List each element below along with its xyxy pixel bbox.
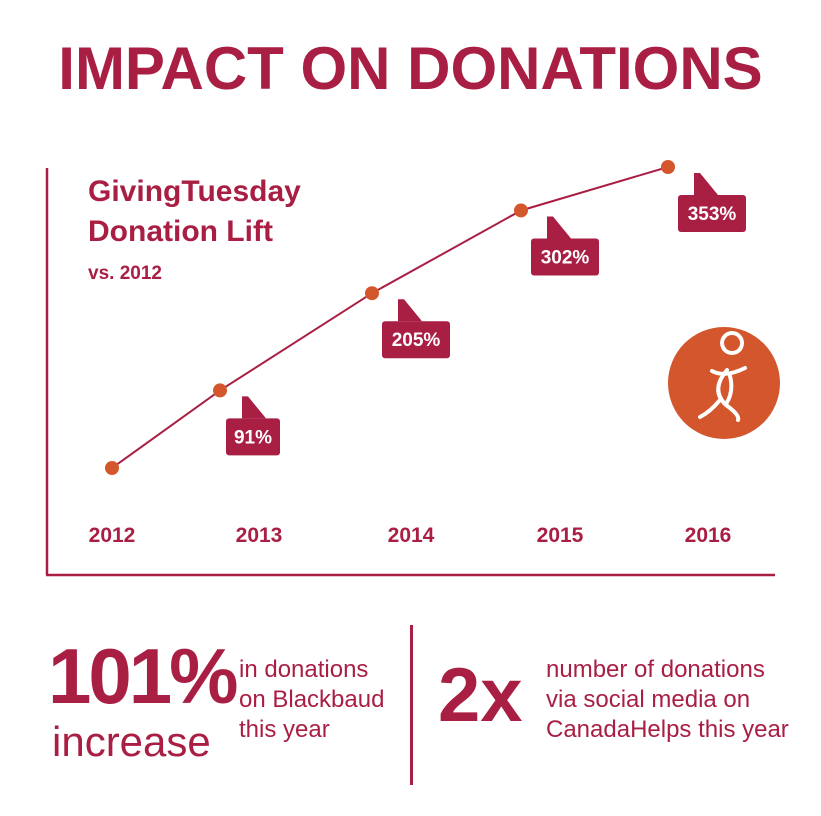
stat-101-desc-line: in donations (239, 656, 369, 683)
divider (410, 625, 413, 785)
callout-box (531, 238, 599, 276)
stat-101-desc-line: this year (239, 716, 330, 743)
stat-101-unit: increase (52, 718, 211, 765)
chart-title: GivingTuesday Donation Lift (88, 175, 301, 248)
callout-box (382, 321, 450, 359)
x-tick-label: 2015 (537, 524, 584, 547)
stick-figure-path (698, 331, 747, 422)
data-point (365, 286, 379, 301)
stick-figure-icon (668, 327, 780, 439)
data-label: 353% (688, 204, 737, 225)
data-point (661, 160, 675, 174)
x-tick-label: 2012 (89, 524, 136, 547)
callout-box (226, 418, 280, 456)
series-line (111, 166, 669, 469)
stat-2x-desc-line: via social media on (546, 686, 751, 713)
data-point (105, 461, 119, 475)
callout-tab (242, 396, 266, 419)
callout-tab (547, 216, 571, 239)
callout-tab (398, 299, 422, 322)
stat-2x-desc-line: CanadaHelps this year (546, 716, 789, 743)
icon-circle (668, 327, 780, 439)
data-label: 302% (541, 247, 590, 268)
x-tick-label: 2013 (236, 524, 283, 547)
chart-subtitle: vs. 2012 (88, 263, 162, 284)
x-tick-label: 2014 (388, 524, 435, 547)
page-title: IMPACT ON DONATIONS (58, 35, 763, 102)
x-tick-label: 2016 (685, 524, 732, 547)
data-label: 91% (234, 427, 272, 448)
stat-2x-desc-line: number of donations (546, 656, 765, 683)
callout-box (678, 195, 746, 232)
data-point (514, 203, 528, 218)
data-point (213, 383, 227, 398)
data-label: 205% (392, 330, 441, 351)
stat-2x-value: 2x (438, 653, 523, 738)
stat-101-desc-line: on Blackbaud (239, 686, 385, 713)
stat-101-value: 101% (48, 632, 238, 720)
callout-tab (694, 173, 718, 195)
